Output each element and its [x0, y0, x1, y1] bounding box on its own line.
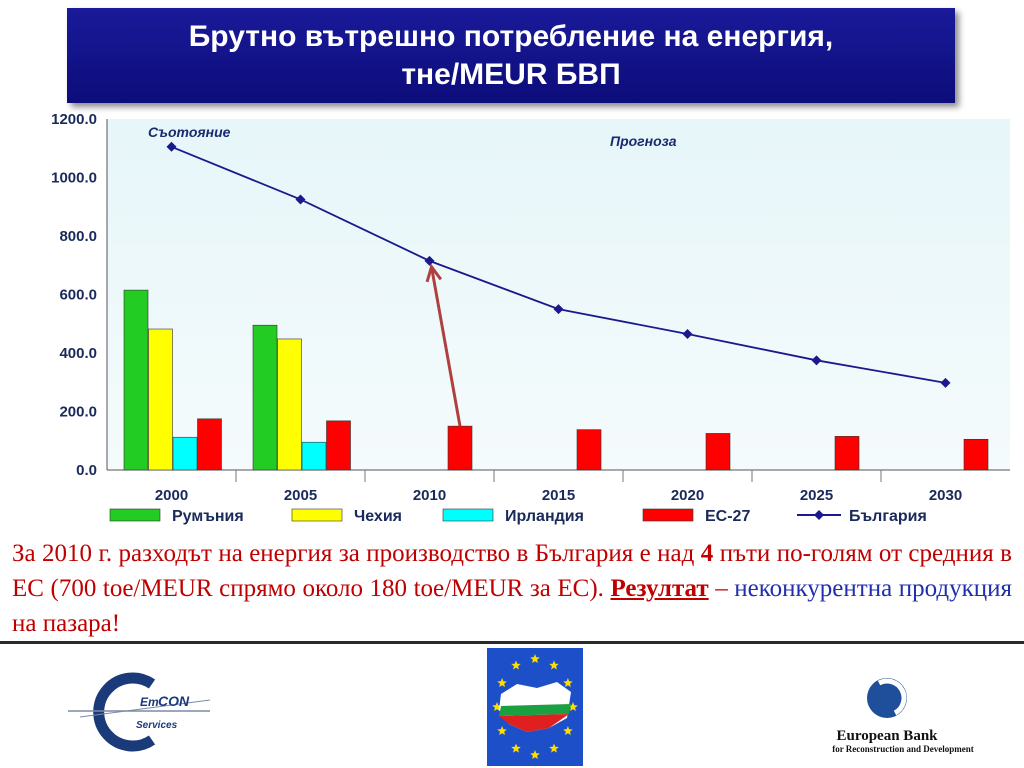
eu-star-icon — [511, 660, 521, 670]
eu-star-icon — [563, 726, 573, 735]
eu-star-icon — [549, 660, 559, 670]
para-result: Резултат — [610, 575, 709, 602]
point-България-2020 — [682, 328, 693, 339]
bar-Чехия-2005 — [277, 338, 302, 471]
bulgaria-line — [166, 141, 951, 388]
eu-star-icon — [568, 702, 578, 711]
bar-ЕС-27-2025 — [834, 436, 860, 471]
eu-bulgaria-logo — [487, 648, 583, 766]
arrow-head — [425, 263, 443, 283]
annotation-forecast: Прогноза — [610, 133, 677, 149]
ebrd-line2: for Reconstruction and Development — [832, 744, 974, 754]
legend-label-Чехия: Чехия — [354, 508, 402, 525]
bars — [123, 289, 989, 471]
arrow-annotation — [425, 263, 462, 427]
bar-ЕС-27-2010 — [447, 425, 473, 471]
ebrd-logo: European Bank for Reconstruction and Dev… — [832, 678, 974, 754]
bar-Румъния-2005 — [252, 324, 278, 471]
bar-Ирландия-2005 — [301, 441, 327, 471]
ebrd-emblem-icon — [867, 678, 907, 718]
eu-star-icon — [549, 743, 559, 753]
x-axis: 2000 2005 2010 2015 2020 2025 2030 — [107, 469, 1010, 504]
x-tick-label: 2015 — [542, 487, 575, 504]
para-text-1: За 2010 г. разходът на енергия за произв… — [12, 540, 701, 567]
bar-Румъния-2000 — [123, 289, 149, 471]
legend-label-Ирландия: Ирландия — [505, 508, 584, 525]
legend-marker-България — [814, 510, 824, 520]
bar-ЕС-27-2015 — [576, 429, 602, 471]
plot-area — [107, 119, 1010, 470]
legend-label-Румъния: Румъния — [172, 508, 244, 525]
y-axis: 0.0 200.0 400.0 600.0 800.0 1000.0 1200.0 — [51, 111, 108, 479]
bar-ЕС-27-2020 — [705, 433, 731, 471]
eu-star-icon — [497, 726, 507, 735]
point-България-2015 — [553, 304, 564, 315]
point-България-2005 — [295, 194, 306, 205]
legend-label-България: България — [849, 508, 927, 525]
y-tick-label: 1200.0 — [51, 111, 97, 128]
emcon-con: CON — [158, 693, 190, 709]
bar-ЕС-27-2000 — [197, 418, 222, 471]
point-България-2000 — [166, 141, 177, 152]
bar-ЕС-27-2030 — [963, 438, 989, 471]
y-tick-label: 200.0 — [59, 404, 97, 421]
para-blue: неконкурентна продукция — [734, 575, 1013, 602]
bar-ЕС-27-2005 — [326, 420, 351, 471]
point-България-2030 — [940, 377, 951, 388]
x-tick-label: 2005 — [284, 487, 317, 504]
legend-swatch-Ирландия — [442, 508, 494, 522]
para-dash: – — [708, 575, 735, 602]
title-line-1: Брутно вътрешно потребление на енергия, — [188, 19, 834, 53]
divider — [0, 641, 1024, 644]
annotation-state: Съотояние — [148, 124, 231, 140]
legend: Румъния Чехия Ирландия ЕС-27 България — [109, 508, 927, 525]
para-text-3: на пазара! — [12, 610, 121, 637]
para-bold-4: 4 — [700, 540, 714, 567]
x-tick-label: 2030 — [929, 487, 962, 504]
ebrd-line1: European Bank — [836, 728, 938, 744]
point-България-2025 — [811, 355, 822, 366]
y-tick-label: 400.0 — [59, 345, 97, 362]
arrow-shaft — [430, 266, 462, 427]
eu-star-icon — [492, 702, 502, 711]
eu-star-icon — [530, 750, 540, 759]
conclusion-paragraph: За 2010 г. разходът на енергия за произв… — [12, 536, 1012, 641]
emcon-logo: Em CON Services — [68, 672, 211, 752]
eu-star-icon — [511, 743, 521, 753]
legend-swatch-ЕС-27 — [642, 508, 694, 522]
para-text-2: пъти по-голям от средния в ЕС (700 toe/M… — [12, 540, 1012, 602]
x-tick-label: 2010 — [413, 487, 446, 504]
y-tick-label: 800.0 — [59, 228, 97, 245]
y-tick-label: 0.0 — [76, 462, 97, 479]
emcon-e-ring — [93, 672, 156, 752]
x-tick-label: 2020 — [671, 487, 704, 504]
emcon-services: Services — [136, 720, 178, 731]
legend-swatch-Румъния — [109, 508, 161, 522]
bar-Ирландия-2000 — [172, 436, 198, 471]
eu-star-icon — [563, 678, 573, 687]
x-tick-label: 2025 — [800, 487, 833, 504]
y-tick-label: 1000.0 — [51, 170, 97, 187]
legend-label-ЕС-27: ЕС-27 — [705, 508, 750, 525]
eu-star-icon — [497, 678, 507, 687]
title-line-2: тне/MEUR БВП — [401, 57, 621, 91]
eu-star-icon — [530, 654, 540, 663]
legend-swatch-Чехия — [291, 508, 343, 522]
title-banner: Брутно вътрешно потребление на енергия, … — [67, 8, 955, 103]
x-tick-label: 2000 — [155, 487, 188, 504]
energy-chart: 0.0 200.0 400.0 600.0 800.0 1000.0 1200.0 2000… — [51, 111, 1010, 525]
emcon-em: Em — [140, 695, 159, 709]
bar-Чехия-2000 — [148, 328, 173, 471]
y-tick-label: 600.0 — [59, 287, 97, 304]
